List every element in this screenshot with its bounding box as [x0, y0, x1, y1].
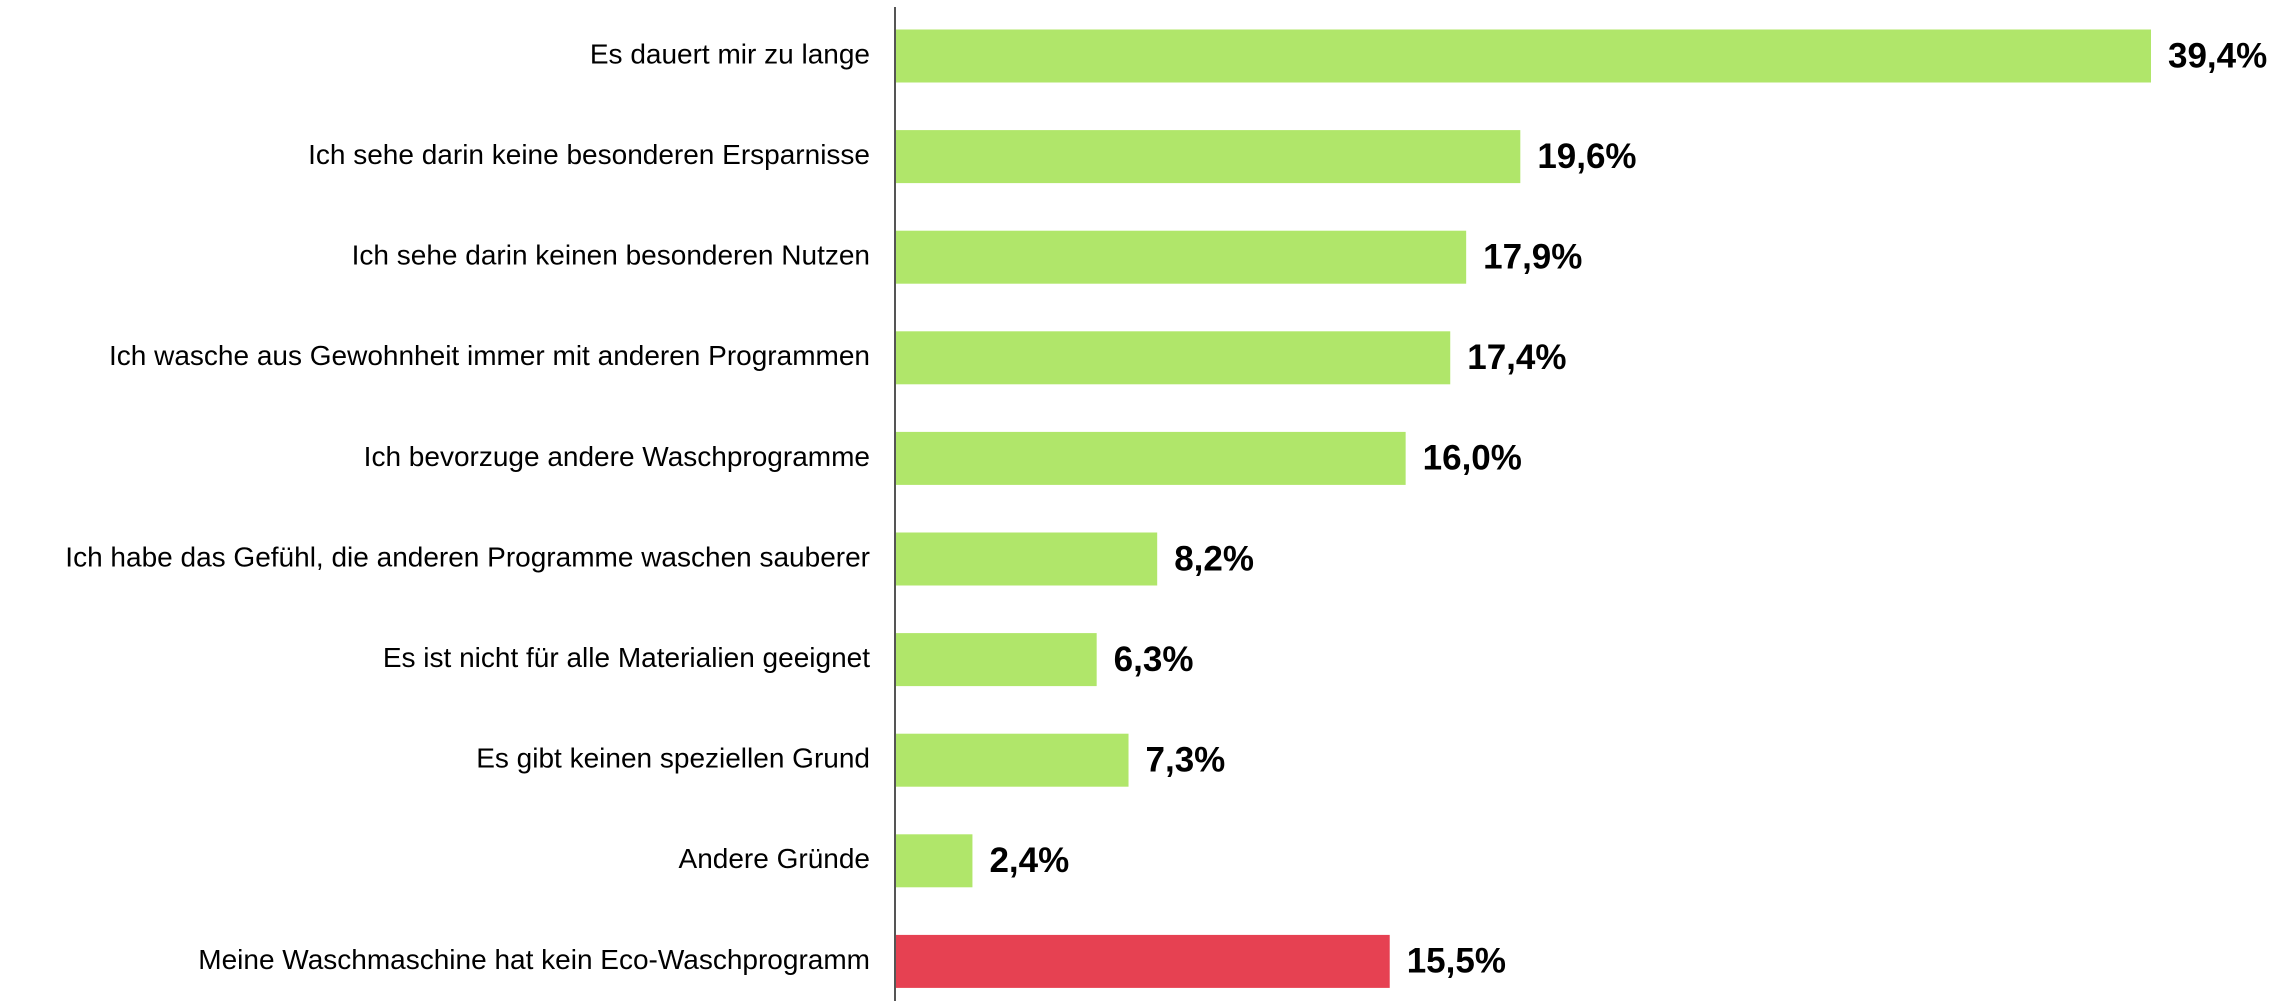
- bar: [896, 130, 1521, 184]
- category-label: Meine Waschmaschine hat kein Eco-Waschpr…: [198, 944, 870, 975]
- value-label: 39,4%: [2168, 36, 2267, 75]
- category-label: Ich habe das Gefühl, die anderen Program…: [65, 541, 870, 572]
- value-label: 2,4%: [989, 841, 1069, 880]
- category-label: Es dauert mir zu lange: [590, 38, 870, 69]
- bar: [896, 834, 973, 888]
- category-label: Andere Gründe: [679, 843, 870, 874]
- value-label: 8,2%: [1174, 539, 1254, 578]
- category-label: Ich wasche aus Gewohnheit immer mit ande…: [109, 340, 870, 371]
- bar: [896, 633, 1097, 687]
- category-label: Es ist nicht für alle Materialien geeign…: [383, 642, 870, 673]
- value-label: 19,6%: [1537, 137, 1636, 176]
- bar: [896, 733, 1129, 787]
- bar: [896, 331, 1451, 385]
- category-label: Es gibt keinen speziellen Grund: [476, 743, 870, 774]
- value-label: 17,9%: [1483, 237, 1582, 276]
- bar: [896, 532, 1158, 586]
- category-label: Ich sehe darin keinen besonderen Nutzen: [352, 240, 870, 271]
- value-label: 17,4%: [1467, 338, 1566, 377]
- bar: [896, 230, 1467, 284]
- bar: [896, 431, 1406, 485]
- value-label: 15,5%: [1407, 942, 1506, 981]
- bar: [896, 934, 1390, 988]
- value-label: 16,0%: [1423, 439, 1522, 478]
- bar: [896, 29, 2151, 83]
- category-label: Ich bevorzuge andere Waschprogramme: [364, 441, 870, 472]
- category-label: Ich sehe darin keine besonderen Ersparni…: [308, 139, 870, 170]
- value-label: 6,3%: [1114, 640, 1194, 679]
- value-label: 7,3%: [1146, 740, 1226, 779]
